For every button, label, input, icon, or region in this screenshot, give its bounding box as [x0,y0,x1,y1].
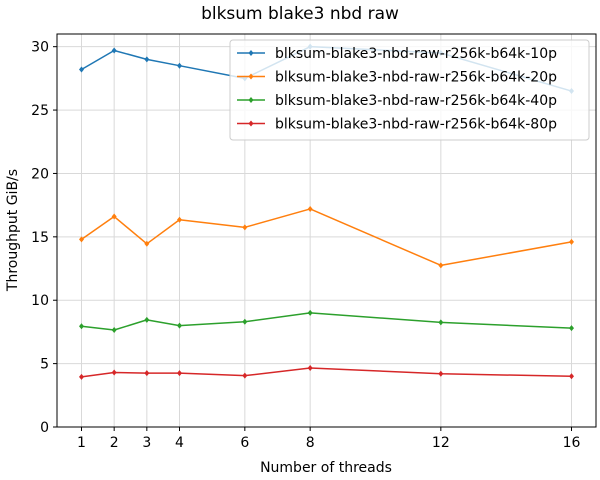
series-line [81,312,572,331]
data-point [144,316,150,323]
x-tick-label: 6 [240,435,249,451]
series-line [81,208,572,267]
data-point [177,216,182,223]
data-point [242,372,248,379]
data-point [569,373,574,380]
plot-frame [56,33,597,428]
data-point [144,240,150,247]
x-tick-label: 16 [563,435,581,451]
x-tick-label: 8 [306,435,315,451]
y-tick-label: 20 [31,166,49,182]
data-point [177,322,182,329]
x-tick-label: 4 [175,435,184,451]
data-point [177,62,182,69]
x-axis-label: Number of threads [260,460,392,476]
data-point [111,213,117,220]
legend-label: blksum-blake3-nbd-raw-r256k-b64k-40p [275,93,557,109]
series-2 [79,205,574,269]
y-tick-label: 0 [40,420,49,436]
data-point [307,365,313,372]
x-tick-label: 1 [77,435,86,451]
data-point [79,323,84,330]
x-tick-label: 2 [110,435,119,451]
legend-item: blksum-blake3-nbd-raw-r256k-b64k-10p [237,46,557,62]
data-point [111,327,117,334]
data-point [111,369,117,376]
data-point [307,309,313,316]
y-tick-label: 5 [40,357,49,373]
legend-item: blksum-blake3-nbd-raw-r256k-b64k-80p [237,117,557,133]
data-point [242,224,248,231]
legend-marker [248,73,254,80]
x-tick-label: 12 [432,435,450,451]
legend-marker [248,120,254,127]
x-axis-ticks: 1 2 3 4 6 8 12 16 [77,427,580,451]
data-point [144,56,150,63]
legend-box [229,39,590,141]
data-point [242,318,248,325]
legend-label: blksum-blake3-nbd-raw-r256k-b64k-80p [275,117,557,133]
data-point [177,370,182,377]
x-tick-label: 3 [142,435,151,451]
data-point [569,325,574,332]
data-point [307,205,313,212]
data-point [438,319,444,326]
y-tick-label: 10 [31,293,49,309]
series-3 [79,309,574,334]
y-tick-label: 30 [31,40,49,56]
legend-item: blksum-blake3-nbd-raw-r256k-b64k-40p [237,93,557,109]
series-line [81,367,572,378]
y-tick-label: 25 [31,103,49,119]
legend-marker [248,50,254,56]
data-point [144,370,150,377]
data-point [79,373,84,380]
data-point [438,262,444,269]
data-point [79,66,84,73]
legend-item: blksum-blake3-nbd-raw-r256k-b64k-20p [237,70,557,86]
data-point [438,370,444,377]
data-point [111,47,117,54]
y-axis-label: Throughput GiB/s [5,169,21,292]
legend-label: blksum-blake3-nbd-raw-r256k-b64k-10p [275,46,557,62]
legend-marker [248,97,254,103]
series-4 [79,365,574,380]
y-axis-ticks: 0 5 10 15 20 25 30 [31,40,57,436]
data-point [569,238,574,245]
legend-label: blksum-blake3-nbd-raw-r256k-b64k-20p [275,70,557,86]
chart-title: blksum blake3 nbd raw [201,4,399,24]
y-tick-label: 15 [31,230,49,246]
data-point [79,236,84,243]
legend: blksum-blake3-nbd-raw-r256k-b64k-10p blks… [229,39,590,141]
